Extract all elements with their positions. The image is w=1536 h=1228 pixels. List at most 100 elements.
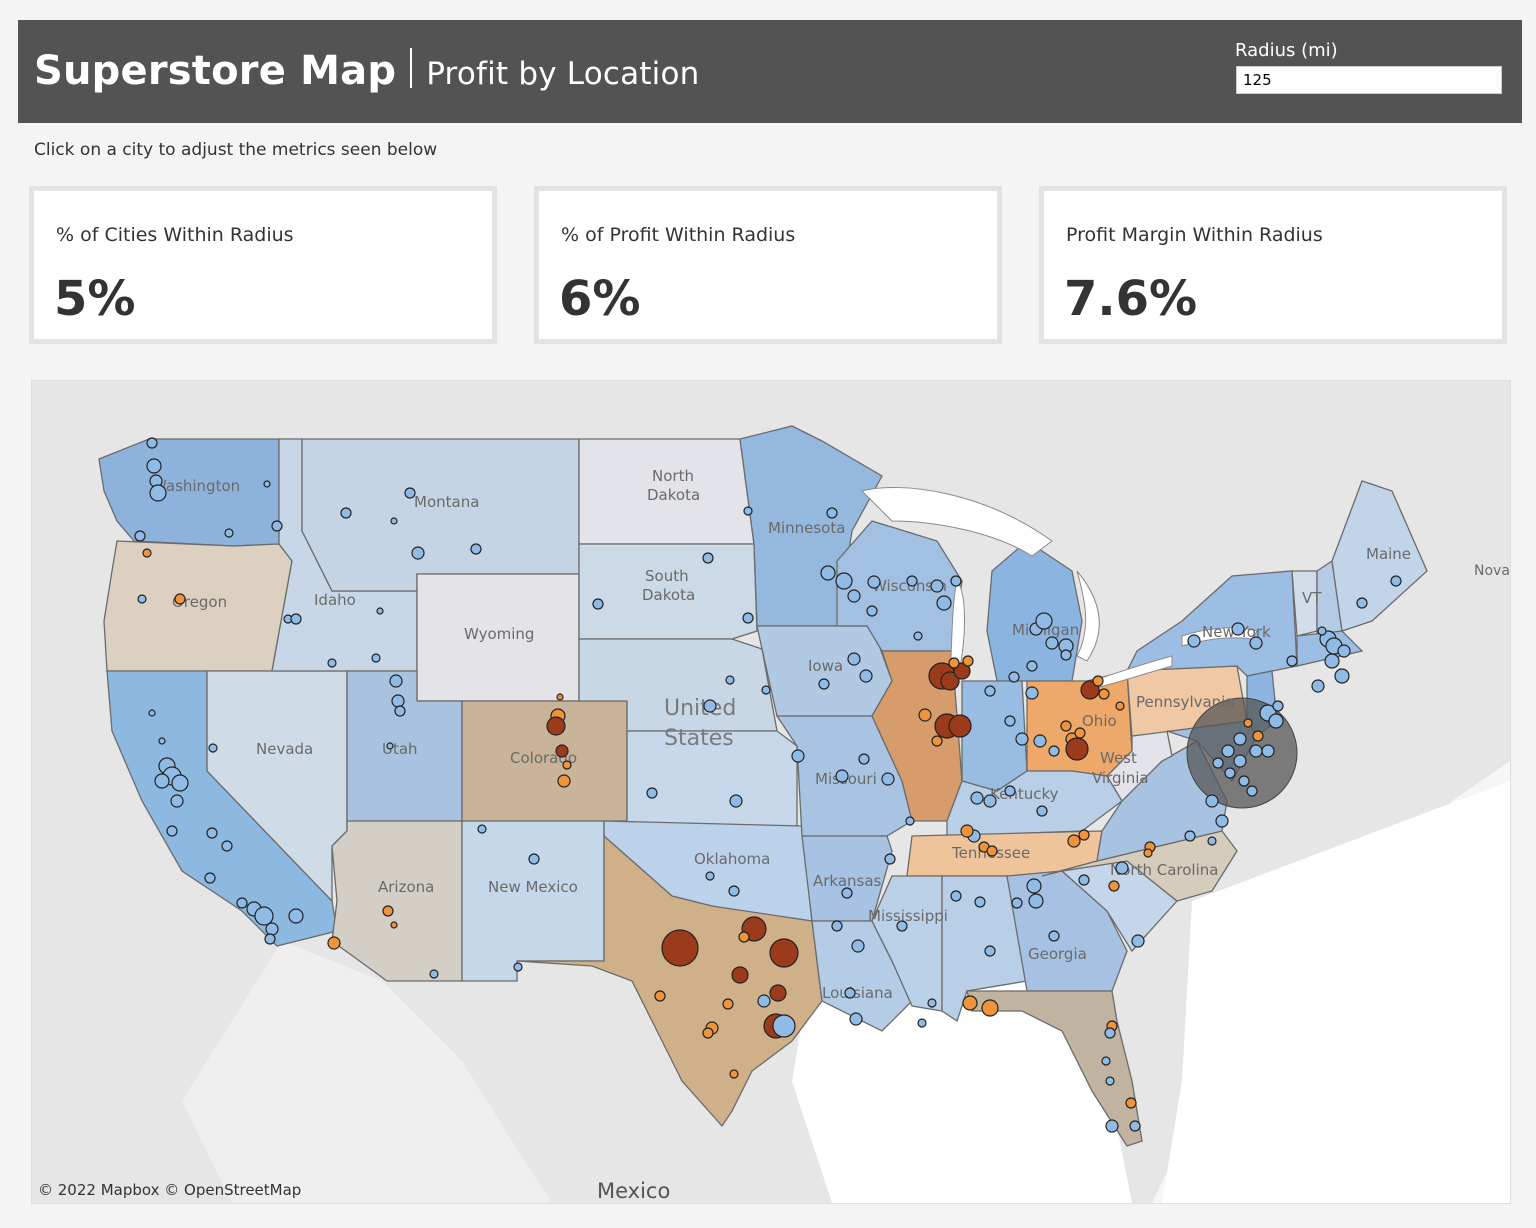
city-marker[interactable]	[1212, 757, 1224, 769]
city-marker[interactable]	[1249, 636, 1263, 650]
state-florida[interactable]	[966, 990, 1143, 1147]
city-marker[interactable]	[962, 655, 974, 667]
city-marker[interactable]	[729, 1069, 739, 1079]
city-marker[interactable]	[171, 774, 189, 792]
state-minnesota[interactable]	[739, 425, 883, 627]
city-marker[interactable]	[1035, 612, 1053, 630]
city-marker[interactable]	[835, 572, 853, 590]
city-marker[interactable]	[722, 998, 734, 1010]
city-marker[interactable]	[927, 998, 937, 1008]
city-marker[interactable]	[1115, 861, 1129, 875]
city-marker[interactable]	[847, 652, 861, 666]
city-marker[interactable]	[743, 506, 753, 516]
city-marker[interactable]	[477, 824, 487, 834]
state-south-dakota[interactable]	[578, 543, 758, 640]
city-marker[interactable]	[841, 887, 853, 899]
city-marker[interactable]	[1004, 715, 1016, 727]
city-marker[interactable]	[429, 969, 439, 979]
state-arkansas[interactable]	[801, 835, 893, 922]
city-marker[interactable]	[974, 896, 986, 908]
city-marker[interactable]	[546, 716, 566, 736]
city-marker[interactable]	[896, 920, 908, 932]
city-marker[interactable]	[1101, 1056, 1111, 1066]
city-marker[interactable]	[1078, 874, 1090, 886]
city-marker[interactable]	[702, 552, 714, 564]
city-marker[interactable]	[1224, 767, 1236, 779]
city-marker[interactable]	[984, 685, 996, 697]
city-marker[interactable]	[390, 921, 398, 929]
city-marker[interactable]	[1028, 893, 1044, 909]
city-marker[interactable]	[1252, 730, 1264, 742]
city-marker[interactable]	[661, 929, 699, 967]
city-marker[interactable]	[1004, 785, 1016, 797]
city-marker[interactable]	[1033, 734, 1047, 748]
city-marker[interactable]	[1015, 732, 1029, 746]
city-marker[interactable]	[1067, 834, 1081, 848]
city-marker[interactable]	[1125, 1097, 1137, 1109]
city-marker[interactable]	[142, 548, 152, 558]
city-marker[interactable]	[1187, 634, 1201, 648]
city-marker[interactable]	[1026, 660, 1038, 672]
city-marker[interactable]	[264, 933, 276, 945]
city-marker[interactable]	[820, 565, 836, 581]
city-marker[interactable]	[390, 517, 398, 525]
city-marker[interactable]	[905, 816, 915, 826]
city-marker[interactable]	[382, 905, 394, 917]
city-marker[interactable]	[791, 749, 805, 763]
city-marker[interactable]	[881, 772, 895, 786]
city-marker[interactable]	[702, 1027, 714, 1039]
city-marker[interactable]	[146, 437, 158, 449]
city-marker[interactable]	[931, 735, 943, 747]
city-marker[interactable]	[761, 685, 771, 695]
city-marker[interactable]	[983, 794, 997, 808]
city-marker[interactable]	[386, 742, 394, 750]
city-marker[interactable]	[1092, 675, 1104, 687]
city-marker[interactable]	[729, 794, 743, 808]
city-marker[interactable]	[950, 575, 962, 587]
city-marker[interactable]	[394, 705, 406, 717]
city-marker[interactable]	[1337, 644, 1351, 658]
city-marker[interactable]	[271, 520, 283, 532]
city-marker[interactable]	[340, 507, 352, 519]
city-marker[interactable]	[146, 458, 162, 474]
city-marker[interactable]	[1261, 744, 1275, 758]
city-marker[interactable]	[556, 693, 564, 701]
city-marker[interactable]	[1356, 597, 1368, 609]
city-marker[interactable]	[236, 897, 248, 909]
city-marker[interactable]	[1115, 701, 1125, 711]
city-marker[interactable]	[134, 530, 146, 542]
city-marker[interactable]	[970, 791, 984, 805]
city-marker[interactable]	[170, 794, 184, 808]
city-marker[interactable]	[769, 938, 799, 968]
city-marker[interactable]	[1390, 575, 1402, 587]
city-marker[interactable]	[1105, 1076, 1115, 1086]
city-marker[interactable]	[1334, 668, 1350, 684]
city-marker[interactable]	[728, 885, 740, 897]
city-marker[interactable]	[1243, 718, 1253, 728]
city-marker[interactable]	[1231, 622, 1245, 636]
city-marker[interactable]	[1215, 814, 1229, 828]
city-marker[interactable]	[1249, 744, 1263, 758]
city-marker[interactable]	[327, 658, 337, 668]
city-marker[interactable]	[757, 994, 771, 1008]
city-marker[interactable]	[1221, 744, 1235, 758]
city-dots-layer[interactable]	[134, 437, 1402, 1133]
city-marker[interactable]	[940, 671, 960, 691]
city-marker[interactable]	[290, 613, 302, 625]
city-marker[interactable]	[224, 528, 234, 538]
city-marker[interactable]	[1272, 700, 1284, 712]
city-marker[interactable]	[1104, 1027, 1116, 1039]
city-marker[interactable]	[208, 743, 218, 753]
city-marker[interactable]	[391, 694, 405, 708]
city-marker[interactable]	[950, 890, 962, 902]
city-marker[interactable]	[1246, 785, 1258, 797]
city-marker[interactable]	[327, 936, 341, 950]
city-marker[interactable]	[221, 840, 233, 852]
state-maine[interactable]	[1331, 480, 1428, 632]
city-marker[interactable]	[1048, 745, 1060, 757]
city-marker[interactable]	[1048, 930, 1060, 942]
city-marker[interactable]	[918, 708, 932, 722]
map-svg[interactable]: Washington Oregon Montana Idaho Wyoming …	[32, 381, 1510, 1203]
city-marker[interactable]	[513, 962, 523, 972]
city-marker[interactable]	[960, 824, 974, 838]
